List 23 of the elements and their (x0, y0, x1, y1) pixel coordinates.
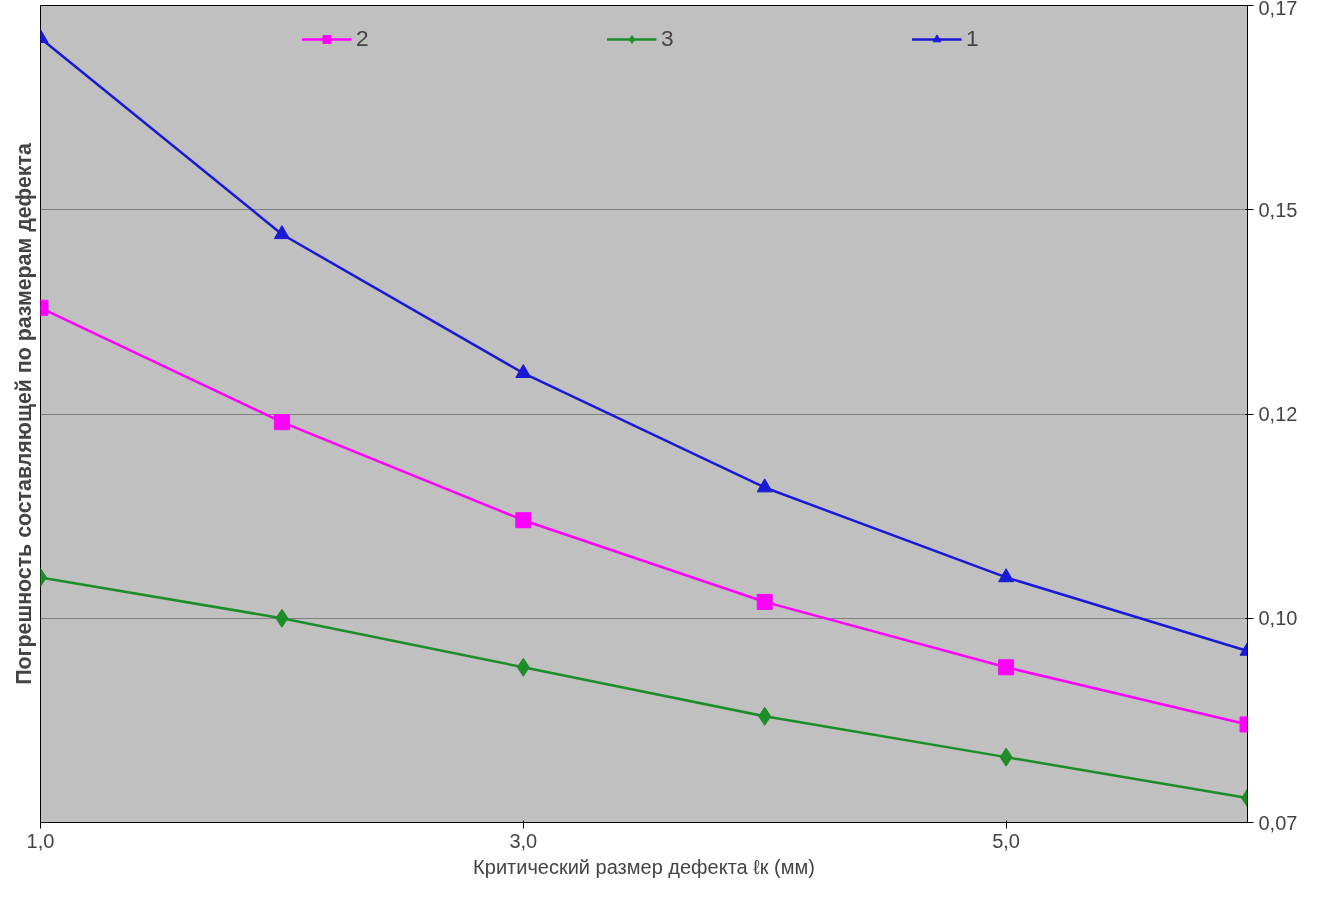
y-tick-label: 0,12 (1258, 403, 1298, 425)
y-tick-label: 0,07 (1258, 811, 1298, 834)
x-tick-label: 1,0 (26, 829, 55, 852)
point (758, 706, 772, 726)
point (999, 747, 1013, 767)
legend-label: 3 (661, 25, 675, 52)
y-tick-label: 0,15 (1258, 198, 1298, 221)
point (516, 657, 530, 677)
point (756, 478, 773, 493)
legend-label: 2 (356, 25, 370, 52)
y-tick-label: 0,10 (1258, 607, 1298, 630)
point (998, 659, 1015, 676)
legend-label: 1 (966, 25, 980, 52)
point (275, 608, 289, 628)
y-tick-label: 0,17 (1258, 0, 1298, 19)
y-axis-title: Погрешность составляющей по размерам дефекта (11, 143, 36, 685)
point (756, 593, 773, 610)
x-tick-label: 3,0 (509, 829, 538, 852)
x-tick-label: 5,0 (992, 829, 1021, 852)
point (515, 363, 532, 378)
point (998, 568, 1015, 583)
point (515, 512, 532, 529)
x-axis-title: Критический размер дефекта ℓк (мм) (473, 855, 815, 878)
